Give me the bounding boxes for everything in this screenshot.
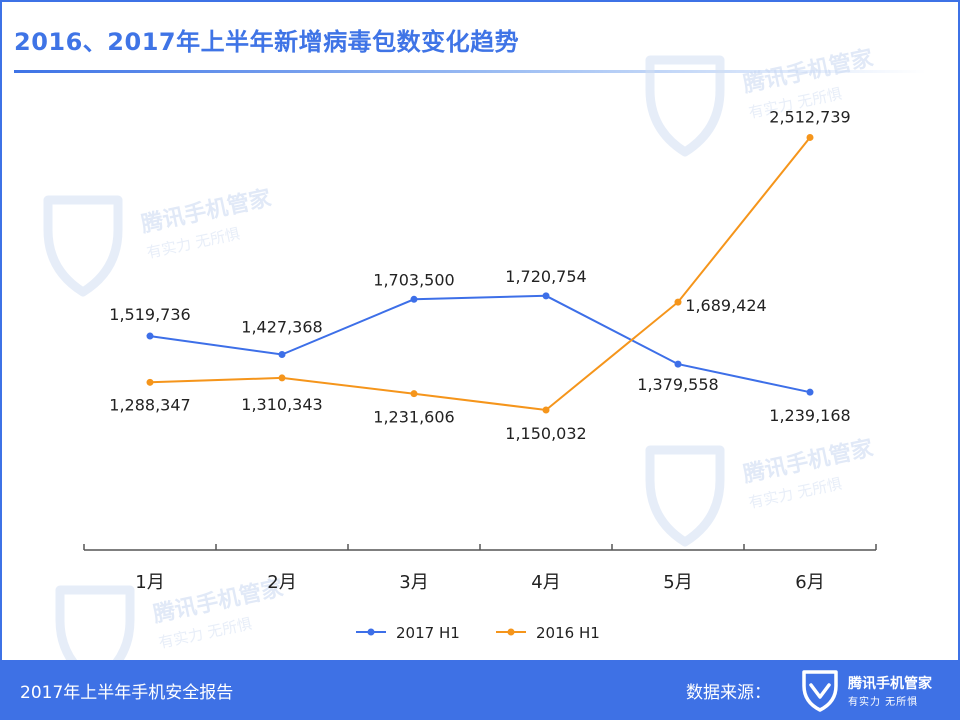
data-point	[410, 390, 418, 398]
legend-label: 2016 H1	[536, 624, 600, 642]
data-point	[806, 133, 814, 141]
x-tick-label: 6月	[795, 572, 824, 593]
data-point	[542, 292, 550, 300]
data-label: 1,427,368	[241, 318, 322, 337]
legend-item: 2017 H1	[356, 624, 460, 642]
data-point	[278, 351, 286, 359]
series-line	[149, 294, 811, 394]
data-point	[542, 406, 550, 414]
brand-slogan: 有实力 无所惧	[848, 697, 919, 708]
data-point	[674, 360, 682, 368]
data-label: 1,231,606	[373, 408, 454, 427]
legend-item: 2016 H1	[496, 624, 600, 642]
data-point	[806, 388, 814, 396]
data-label: 1,288,347	[109, 395, 190, 414]
chart-title: 2016、2017年上半年新增病毒包数变化趋势	[14, 28, 520, 56]
data-label: 1,519,736	[109, 305, 190, 324]
data-label: 1,150,032	[505, 424, 586, 443]
data-point	[410, 295, 418, 303]
brand-name: 腾讯手机管家	[848, 676, 932, 692]
data-point	[278, 374, 286, 382]
data-label: 1,689,424	[685, 296, 766, 315]
watermark-name: 腾讯手机管家	[139, 185, 274, 238]
data-point	[674, 298, 682, 306]
x-tick-label: 2月	[267, 572, 296, 593]
brand-logo: 腾讯手机管家 有实力 无所惧	[800, 668, 950, 714]
footer-bar: 2017年上半年手机安全报告 数据来源： 腾讯手机管家 有实力 无所惧	[0, 660, 960, 720]
report-title: 2017年上半年手机安全报告	[20, 683, 234, 703]
x-tick-label: 1月	[135, 572, 164, 593]
legend-label: 2017 H1	[396, 624, 460, 642]
x-tick-label: 5月	[663, 572, 692, 593]
data-label: 1,239,168	[769, 406, 850, 425]
data-label: 1,703,500	[373, 270, 454, 289]
watermark-name: 腾讯手机管家	[741, 45, 876, 98]
shield-logo-icon	[802, 670, 838, 712]
data-label: 1,310,343	[241, 395, 322, 414]
data-point	[146, 378, 154, 386]
data-label: 1,720,754	[505, 267, 586, 286]
legend-marker	[367, 628, 375, 636]
source-label: 数据来源：	[686, 683, 771, 703]
title-underline	[14, 70, 926, 73]
data-point	[146, 332, 154, 340]
x-tick-label: 3月	[399, 572, 428, 593]
legend-marker	[507, 628, 515, 636]
watermark-name: 腾讯手机管家	[741, 435, 876, 488]
data-label: 2,512,739	[769, 107, 850, 126]
data-label: 1,379,558	[637, 375, 718, 394]
watermark-name: 腾讯手机管家	[151, 575, 286, 628]
series-line	[149, 136, 811, 412]
x-tick-label: 4月	[531, 572, 560, 593]
